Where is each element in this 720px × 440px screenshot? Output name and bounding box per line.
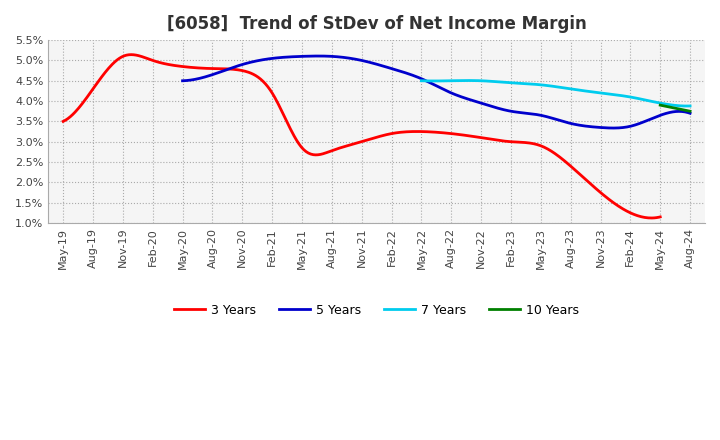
7 Years	[417, 78, 426, 84]
Line: 3 Years: 3 Years	[63, 55, 660, 218]
5 Years	[423, 79, 432, 84]
3 Years	[127, 52, 135, 57]
3 Years	[549, 150, 558, 155]
10 Years	[685, 109, 694, 114]
5 Years	[595, 125, 604, 130]
10 Years	[656, 103, 665, 108]
3 Years	[383, 132, 392, 137]
7 Years	[464, 78, 472, 83]
Legend: 3 Years, 5 Years, 7 Years, 10 Years: 3 Years, 5 Years, 7 Years, 10 Years	[168, 299, 585, 322]
Line: 10 Years: 10 Years	[660, 105, 690, 111]
3 Years	[647, 215, 656, 220]
3 Years	[656, 214, 665, 220]
5 Years	[675, 109, 684, 114]
5 Years	[685, 110, 694, 116]
7 Years	[577, 88, 586, 93]
7 Years	[545, 83, 554, 88]
3 Years	[59, 119, 68, 124]
7 Years	[680, 103, 688, 109]
5 Years	[454, 93, 462, 99]
5 Years	[420, 77, 429, 83]
3 Years	[343, 143, 352, 148]
7 Years	[638, 97, 647, 102]
3 Years	[643, 215, 652, 220]
5 Years	[482, 102, 490, 107]
7 Years	[546, 84, 555, 89]
5 Years	[609, 125, 618, 131]
3 Years	[415, 129, 424, 134]
3 Years	[347, 142, 356, 147]
Title: [6058]  Trend of StDev of Net Income Margin: [6058] Trend of StDev of Net Income Marg…	[167, 15, 587, 33]
5 Years	[179, 78, 187, 84]
5 Years	[315, 53, 323, 59]
7 Years	[682, 103, 690, 109]
7 Years	[563, 86, 572, 91]
Line: 5 Years: 5 Years	[183, 56, 690, 128]
7 Years	[685, 103, 694, 109]
Line: 7 Years: 7 Years	[421, 81, 690, 106]
